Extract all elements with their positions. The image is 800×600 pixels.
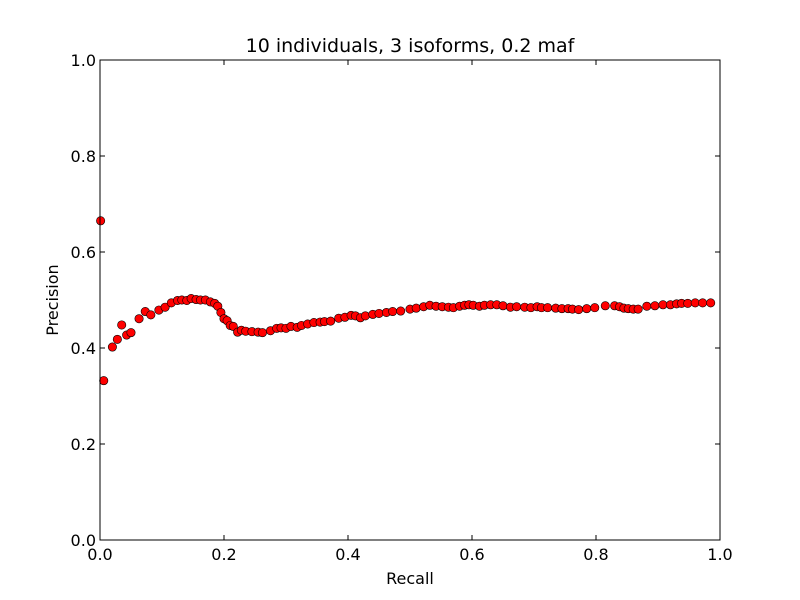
x-tick-label: 0.4 (335, 545, 360, 564)
data-point (658, 300, 668, 310)
data-point (146, 310, 156, 320)
chart-title: 10 individuals, 3 isoforms, 0.2 maf (246, 35, 576, 57)
x-tick-label: 0.0 (87, 545, 112, 564)
y-axis: 0.0 0.2 0.4 0.6 0.8 1.0 (71, 51, 720, 550)
x-tick-label: 0.2 (211, 545, 236, 564)
data-point (257, 328, 267, 338)
data-point (326, 316, 336, 326)
y-tick-label: 0.8 (71, 147, 96, 166)
data-point (134, 314, 144, 324)
data-point (107, 342, 117, 352)
y-tick-label: 0.6 (71, 243, 96, 262)
data-point (543, 303, 553, 313)
x-axis-label: Recall (386, 569, 434, 588)
y-tick-label: 1.0 (71, 51, 96, 70)
data-point (642, 301, 652, 311)
data-point (574, 305, 584, 315)
data-point (160, 302, 170, 312)
data-point (99, 376, 109, 386)
data-point (388, 307, 398, 317)
data-point (650, 301, 660, 311)
data-point (706, 298, 716, 308)
y-tick-label: 0.4 (71, 339, 96, 358)
data-point (498, 301, 508, 311)
data-point (512, 302, 522, 312)
data-point (698, 298, 708, 308)
data-point (374, 308, 384, 318)
data-point (690, 298, 700, 308)
data-point (590, 303, 600, 313)
data-point (411, 303, 421, 313)
x-tick-label: 1.0 (707, 545, 732, 564)
y-tick-label: 0.2 (71, 435, 96, 454)
plot-frame (99, 59, 721, 541)
x-tick-label: 0.8 (583, 545, 608, 564)
data-point (117, 320, 127, 330)
data-point (96, 216, 106, 226)
data-point (396, 306, 406, 316)
data-point (633, 304, 643, 314)
data-point (600, 301, 610, 311)
data-point (360, 311, 370, 321)
y-axis-label: Precision (43, 264, 62, 335)
x-tick-label: 0.6 (459, 545, 484, 564)
data-points (96, 216, 716, 386)
y-tick-label: 0.0 (71, 531, 96, 550)
x-axis: 0.0 0.2 0.4 0.6 0.8 1.0 (87, 60, 733, 564)
data-point (582, 304, 592, 314)
data-point (683, 298, 693, 308)
data-point (112, 334, 122, 344)
data-point (126, 328, 136, 338)
